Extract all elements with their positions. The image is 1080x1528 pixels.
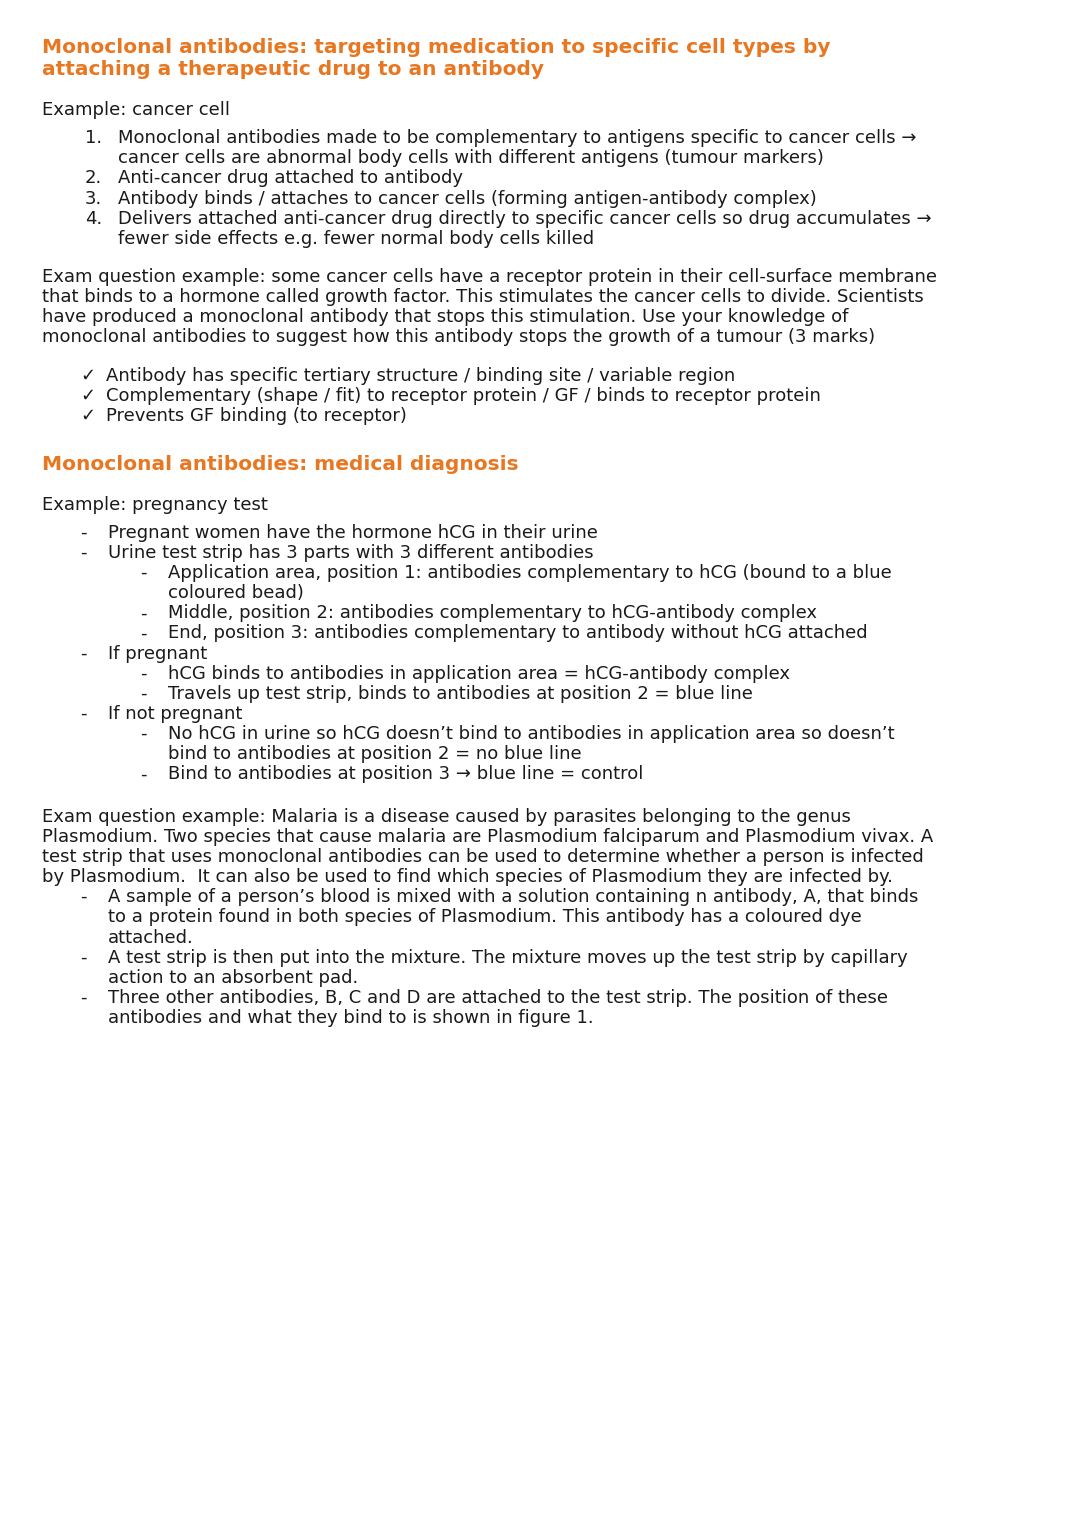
Text: Monoclonal antibodies: targeting medication to specific cell types by: Monoclonal antibodies: targeting medicat… bbox=[42, 38, 831, 57]
Text: ✓: ✓ bbox=[80, 387, 95, 405]
Text: Delivers attached anti-cancer drug directly to specific cancer cells so drug acc: Delivers attached anti-cancer drug direc… bbox=[118, 209, 932, 228]
Text: Application area, position 1: antibodies complementary to hCG (bound to a blue: Application area, position 1: antibodies… bbox=[168, 564, 892, 582]
Text: attached.: attached. bbox=[108, 929, 193, 946]
Text: -: - bbox=[140, 726, 147, 743]
Text: Exam question example: some cancer cells have a receptor protein in their cell-s: Exam question example: some cancer cells… bbox=[42, 267, 937, 286]
Text: -: - bbox=[140, 564, 147, 582]
Text: -: - bbox=[80, 544, 86, 562]
Text: monoclonal antibodies to suggest how this antibody stops the growth of a tumour : monoclonal antibodies to suggest how thi… bbox=[42, 329, 875, 347]
Text: -: - bbox=[80, 888, 86, 906]
Text: Complementary (shape / fit) to receptor protein / GF / binds to receptor protein: Complementary (shape / fit) to receptor … bbox=[106, 387, 821, 405]
Text: If not pregnant: If not pregnant bbox=[108, 704, 242, 723]
Text: Antibody has specific tertiary structure / binding site / variable region: Antibody has specific tertiary structure… bbox=[106, 367, 735, 385]
Text: -: - bbox=[80, 949, 86, 967]
Text: A sample of a person’s blood is mixed with a solution containing n antibody, A, : A sample of a person’s blood is mixed wi… bbox=[108, 888, 918, 906]
Text: Pregnant women have the hormone hCG in their urine: Pregnant women have the hormone hCG in t… bbox=[108, 524, 598, 541]
Text: coloured bead): coloured bead) bbox=[168, 584, 303, 602]
Text: If pregnant: If pregnant bbox=[108, 645, 207, 663]
Text: attaching a therapeutic drug to an antibody: attaching a therapeutic drug to an antib… bbox=[42, 61, 544, 79]
Text: End, position 3: antibodies complementary to antibody without hCG attached: End, position 3: antibodies complementar… bbox=[168, 625, 867, 642]
Text: have produced a monoclonal antibody that stops this stimulation. Use your knowle: have produced a monoclonal antibody that… bbox=[42, 309, 849, 327]
Text: action to an absorbent pad.: action to an absorbent pad. bbox=[108, 969, 359, 987]
Text: No hCG in urine so hCG doesn’t bind to antibodies in application area so doesn’t: No hCG in urine so hCG doesn’t bind to a… bbox=[168, 726, 894, 743]
Text: Middle, position 2: antibodies complementary to hCG-antibody complex: Middle, position 2: antibodies complemen… bbox=[168, 604, 816, 622]
Text: Anti-cancer drug attached to antibody: Anti-cancer drug attached to antibody bbox=[118, 170, 463, 188]
Text: Exam question example: Malaria is a disease caused by parasites belonging to the: Exam question example: Malaria is a dise… bbox=[42, 808, 851, 825]
Text: -: - bbox=[80, 524, 86, 541]
Text: 2.: 2. bbox=[85, 170, 103, 188]
Text: -: - bbox=[80, 645, 86, 663]
Text: 1.: 1. bbox=[85, 128, 103, 147]
Text: -: - bbox=[140, 604, 147, 622]
Text: -: - bbox=[140, 685, 147, 703]
Text: that binds to a hormone called growth factor. This stimulates the cancer cells t: that binds to a hormone called growth fa… bbox=[42, 289, 923, 306]
Text: cancer cells are abnormal body cells with different antigens (tumour markers): cancer cells are abnormal body cells wit… bbox=[118, 150, 824, 167]
Text: hCG binds to antibodies in application area = hCG-antibody complex: hCG binds to antibodies in application a… bbox=[168, 665, 789, 683]
Text: -: - bbox=[80, 989, 86, 1007]
Text: Monoclonal antibodies: medical diagnosis: Monoclonal antibodies: medical diagnosis bbox=[42, 455, 518, 474]
Text: fewer side effects e.g. fewer normal body cells killed: fewer side effects e.g. fewer normal bod… bbox=[118, 229, 594, 248]
Text: Plasmodium. Two species that cause malaria are Plasmodium falciparum and Plasmod: Plasmodium. Two species that cause malar… bbox=[42, 828, 933, 847]
Text: 3.: 3. bbox=[85, 189, 103, 208]
Text: by Plasmodium.  It can also be used to find which species of Plasmodium they are: by Plasmodium. It can also be used to fi… bbox=[42, 868, 893, 886]
Text: bind to antibodies at position 2 = no blue line: bind to antibodies at position 2 = no bl… bbox=[168, 746, 582, 764]
Text: Monoclonal antibodies made to be complementary to antigens specific to cancer ce: Monoclonal antibodies made to be complem… bbox=[118, 128, 917, 147]
Text: Example: cancer cell: Example: cancer cell bbox=[42, 101, 230, 119]
Text: test strip that uses monoclonal antibodies can be used to determine whether a pe: test strip that uses monoclonal antibodi… bbox=[42, 848, 923, 866]
Text: Bind to antibodies at position 3 → blue line = control: Bind to antibodies at position 3 → blue … bbox=[168, 766, 644, 784]
Text: antibodies and what they bind to is shown in figure 1.: antibodies and what they bind to is show… bbox=[108, 1008, 594, 1027]
Text: Antibody binds / attaches to cancer cells (forming antigen-antibody complex): Antibody binds / attaches to cancer cell… bbox=[118, 189, 816, 208]
Text: -: - bbox=[140, 766, 147, 784]
Text: ✓: ✓ bbox=[80, 406, 95, 425]
Text: A test strip is then put into the mixture. The mixture moves up the test strip b: A test strip is then put into the mixtur… bbox=[108, 949, 908, 967]
Text: to a protein found in both species of Plasmodium. This antibody has a coloured d: to a protein found in both species of Pl… bbox=[108, 908, 862, 926]
Text: Urine test strip has 3 parts with 3 different antibodies: Urine test strip has 3 parts with 3 diff… bbox=[108, 544, 594, 562]
Text: 4.: 4. bbox=[85, 209, 103, 228]
Text: -: - bbox=[140, 625, 147, 642]
Text: Three other antibodies, B, C and D are attached to the test strip. The position : Three other antibodies, B, C and D are a… bbox=[108, 989, 888, 1007]
Text: Travels up test strip, binds to antibodies at position 2 = blue line: Travels up test strip, binds to antibodi… bbox=[168, 685, 753, 703]
Text: Example: pregnancy test: Example: pregnancy test bbox=[42, 495, 268, 513]
Text: Prevents GF binding (to receptor): Prevents GF binding (to receptor) bbox=[106, 406, 407, 425]
Text: -: - bbox=[140, 665, 147, 683]
Text: ✓: ✓ bbox=[80, 367, 95, 385]
Text: -: - bbox=[80, 704, 86, 723]
